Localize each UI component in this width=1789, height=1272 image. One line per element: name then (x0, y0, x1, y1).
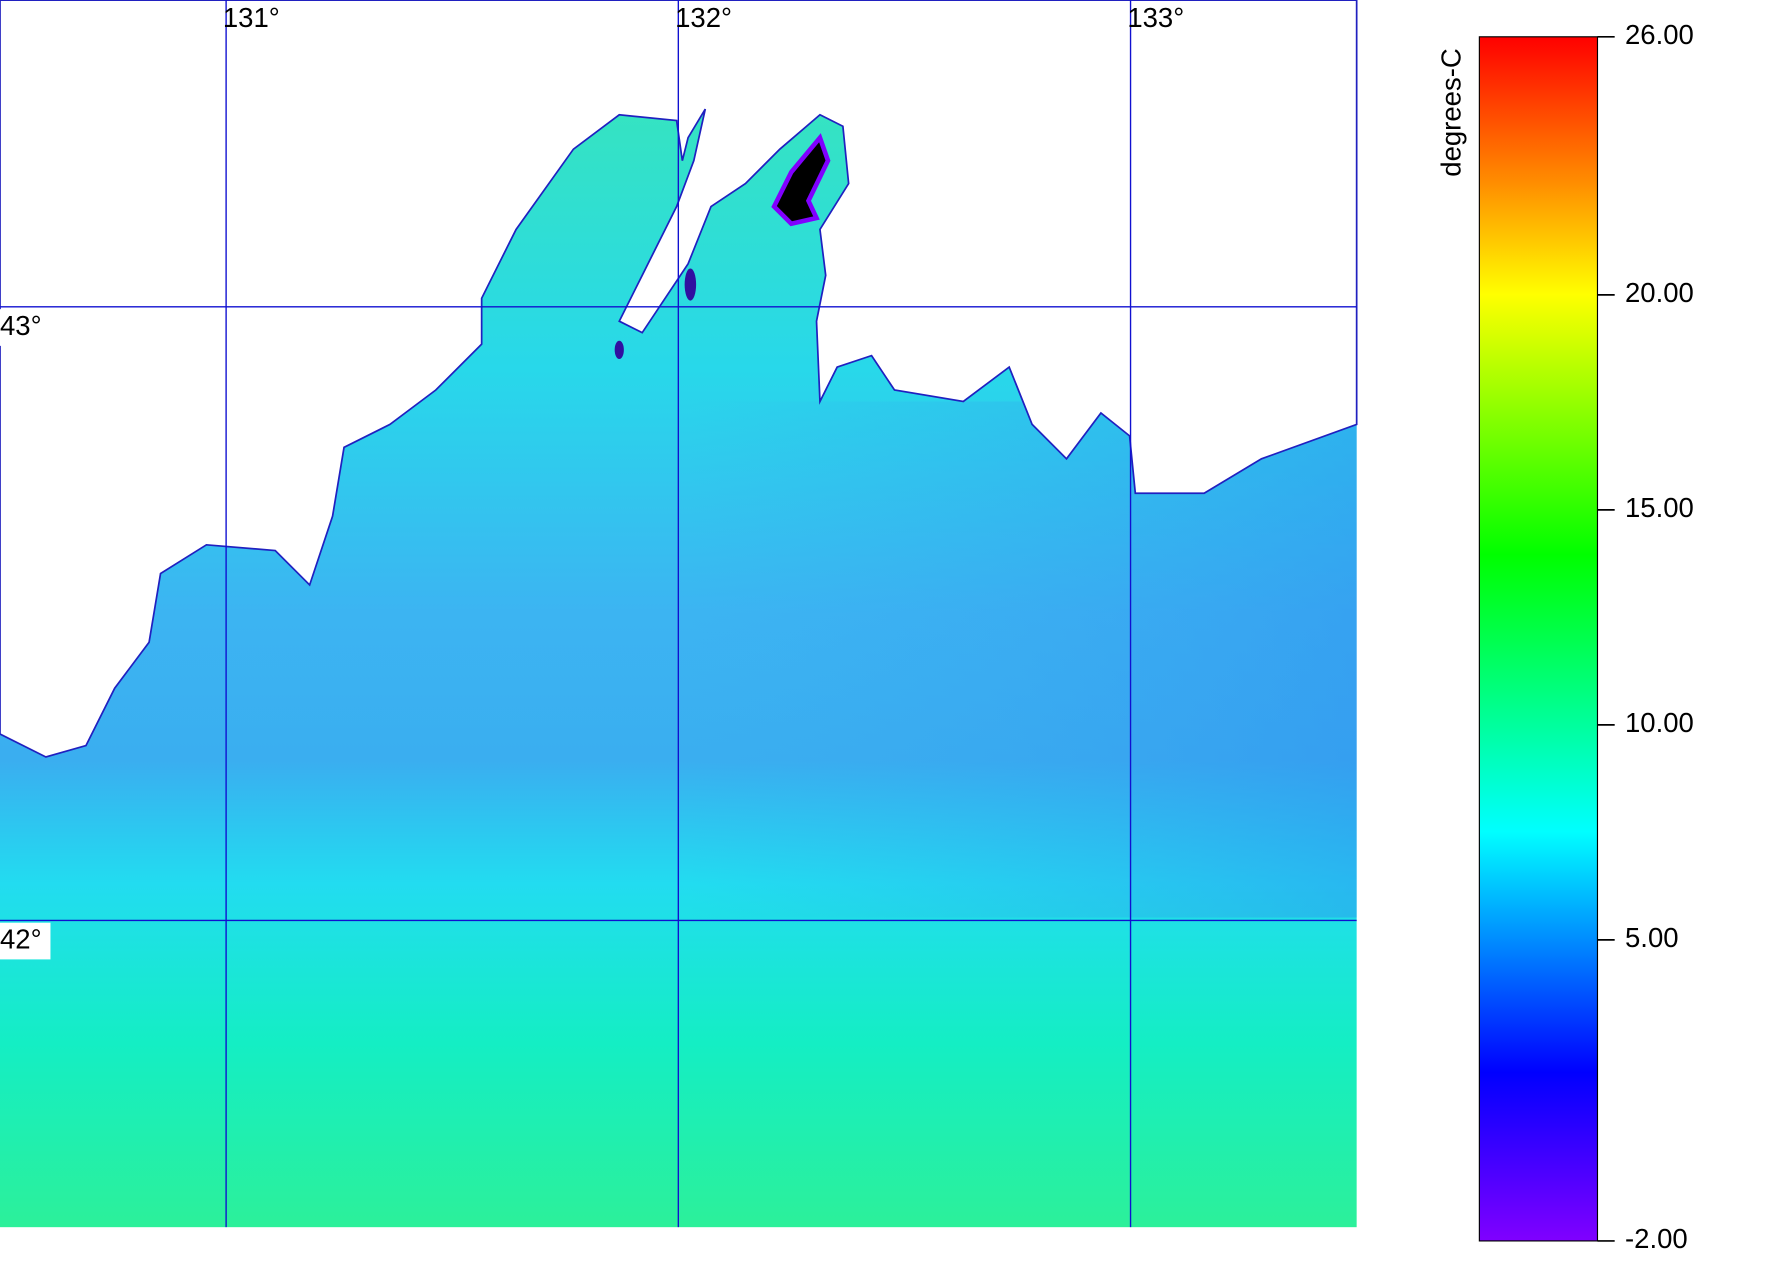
lon-label: 132° (675, 2, 732, 33)
lat-label: 43° (0, 310, 42, 341)
colorbar-tick-label: 26.00 (1625, 19, 1694, 50)
lon-label: 131° (223, 2, 280, 33)
colorbar-unit: degrees-C (1435, 48, 1466, 176)
land (0, 0, 1358, 758)
lat-label: 42° (0, 923, 42, 954)
map (0, 0, 1358, 1228)
cold-patch (684, 268, 697, 301)
graticule (0, 0, 1357, 1228)
cold-patch (771, 133, 831, 227)
colorbar (1478, 36, 1599, 1242)
colorbar-tick-label: 10.00 (1625, 707, 1694, 738)
colorbar-tick-label: 20.00 (1625, 277, 1694, 308)
colorbar-tick-label: -2.00 (1625, 1223, 1688, 1254)
lat-label-bg (0, 309, 51, 346)
lon-label: 133° (1127, 2, 1184, 33)
colorbar-tick-label: 5.00 (1625, 922, 1679, 953)
colorbar-tick-label: 15.00 (1625, 492, 1694, 523)
sea-surface-cold (688, 401, 1357, 918)
cold-patch (614, 340, 624, 360)
lat-label-bg (0, 922, 51, 960)
